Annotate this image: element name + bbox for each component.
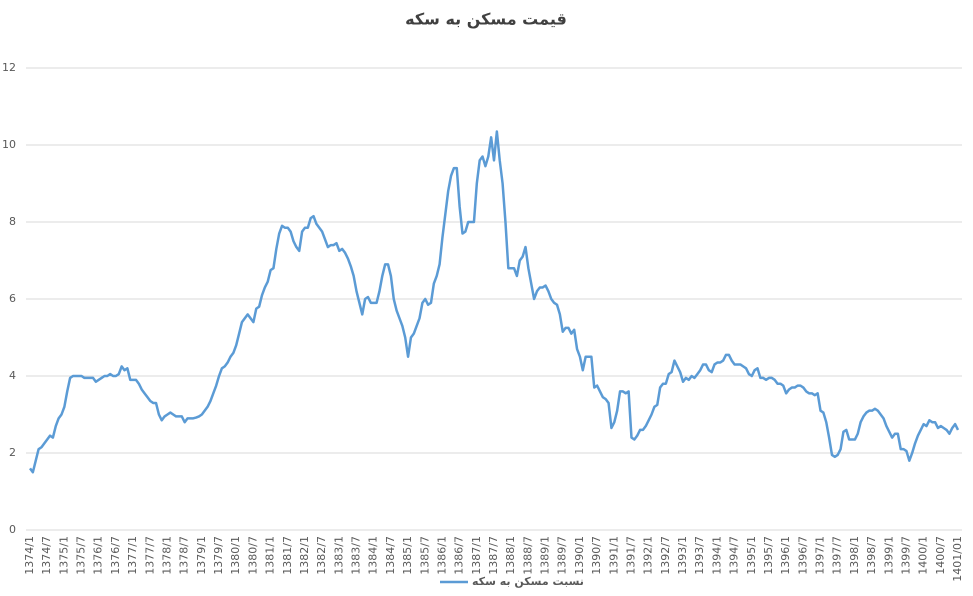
x-tick-label: 1390/1	[573, 536, 586, 575]
y-tick-label: 12	[2, 61, 16, 74]
x-tick-label: 1379/1	[195, 536, 208, 575]
x-tick-label: 1390/7	[590, 536, 603, 575]
x-tick-label: 1391/7	[624, 536, 637, 575]
data-line	[28, 130, 960, 474]
x-tick-label: 1392/7	[659, 536, 672, 575]
x-tick-label: 1382/7	[315, 536, 328, 575]
x-tick-label: 1379/7	[212, 536, 225, 575]
x-tick-label: 1381/1	[264, 536, 277, 575]
x-tick-label: 1400/1	[917, 536, 930, 575]
x-tick-label: 1397/7	[831, 536, 844, 575]
x-tick-label: 1377/1	[126, 536, 139, 575]
x-tick-label: 1383/7	[350, 536, 363, 575]
x-tick-label: 1389/7	[556, 536, 569, 575]
y-tick-label: 6	[9, 292, 16, 305]
y-tick-label: 8	[9, 215, 16, 228]
x-tick-label: 1386/1	[435, 536, 448, 575]
x-tick-label: 1378/1	[160, 536, 173, 575]
x-tick-label: 1393/1	[676, 536, 689, 575]
x-tick-label: 1395/1	[745, 536, 758, 575]
x-tick-label: 1374/7	[40, 536, 53, 575]
x-tick-label: 1375/1	[57, 536, 70, 575]
x-tick-label: 1396/7	[796, 536, 809, 575]
x-tick-label: 1398/1	[848, 536, 861, 575]
legend-label: نسبت مسکن به سکه	[472, 575, 584, 588]
x-tick-label: 1383/1	[332, 536, 345, 575]
x-tick-label: 1384/1	[367, 536, 380, 575]
x-tick-label: 1387/7	[487, 536, 500, 575]
x-tick-label: 1395/7	[762, 536, 775, 575]
x-tick-label: 1378/7	[178, 536, 191, 575]
y-tick-label: 4	[9, 369, 16, 382]
y-tick-label: 2	[9, 446, 16, 459]
x-tick-label: 1374/1	[23, 536, 36, 575]
x-tick-label: 1386/7	[453, 536, 466, 575]
x-tick-label: 1388/7	[521, 536, 534, 575]
x-tick-label: 1399/7	[899, 536, 912, 575]
x-tick-label: 1401/01	[951, 536, 964, 582]
x-tick-label: 1380/7	[246, 536, 259, 575]
x-tick-label: 1394/1	[710, 536, 723, 575]
x-tick-label: 1384/7	[384, 536, 397, 575]
y-tick-label: 0	[9, 523, 16, 536]
x-tick-label: 1385/7	[418, 536, 431, 575]
x-tick-label: 1397/1	[814, 536, 827, 575]
x-tick-label: 1385/1	[401, 536, 414, 575]
x-tick-label: 1388/1	[504, 536, 517, 575]
x-tick-label: 1391/1	[607, 536, 620, 575]
x-tick-label: 1398/7	[865, 536, 878, 575]
y-tick-label: 10	[2, 138, 16, 151]
x-tick-label: 1382/1	[298, 536, 311, 575]
x-tick-label: 1380/1	[229, 536, 242, 575]
chart-title: قیمت مسکن به سکه	[405, 10, 567, 29]
x-tick-label: 1387/1	[470, 536, 483, 575]
x-tick-label: 1381/7	[281, 536, 294, 575]
x-tick-label: 1396/1	[779, 536, 792, 575]
x-tick-label: 1389/1	[539, 536, 552, 575]
x-tick-label: 1376/1	[92, 536, 105, 575]
x-tick-label: 1393/7	[693, 536, 706, 575]
x-tick-label: 1376/7	[109, 536, 122, 575]
x-tick-label: 1375/7	[75, 536, 88, 575]
x-tick-label: 1400/7	[934, 536, 947, 575]
x-tick-label: 1399/1	[882, 536, 895, 575]
x-tick-label: 1377/7	[143, 536, 156, 575]
x-tick-label: 1394/7	[728, 536, 741, 575]
x-tick-label: 1392/1	[642, 536, 655, 575]
